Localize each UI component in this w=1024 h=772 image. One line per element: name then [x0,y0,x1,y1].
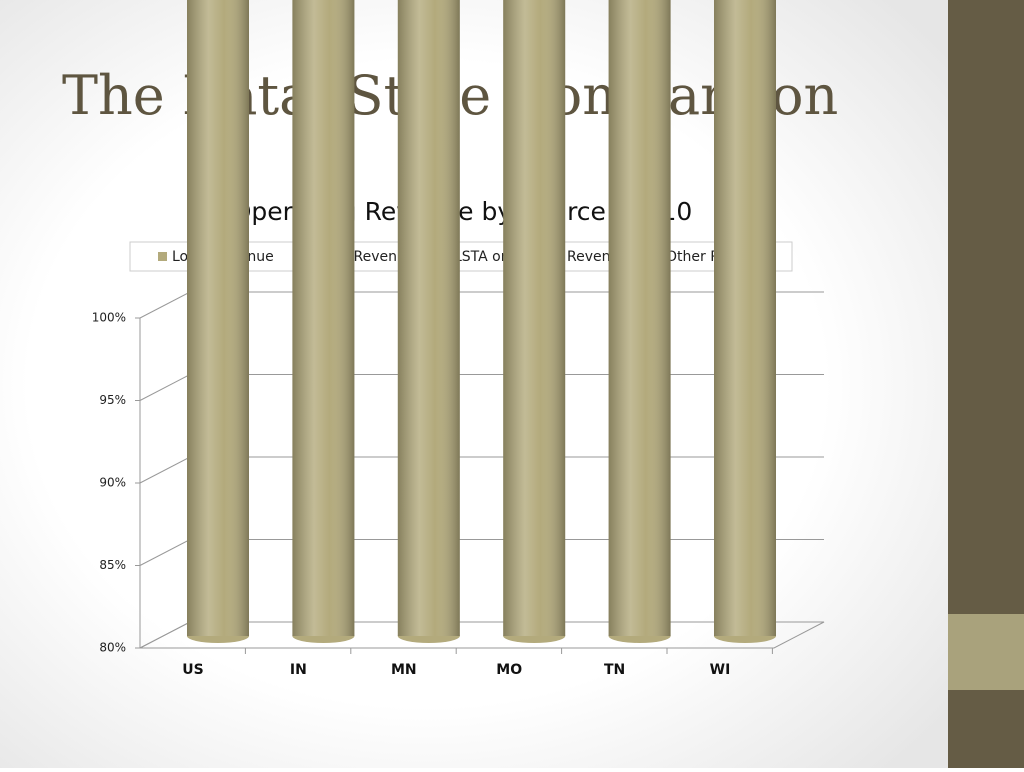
bar-shading [503,0,566,636]
y-tick-label: 95% [99,393,126,407]
x-tick-label: US [182,662,203,678]
bar-shading [714,0,776,636]
y-tick-label: 80% [99,641,126,655]
x-tick-label: MN [391,662,417,678]
x-tick-label: TN [604,662,625,678]
bar-shading [292,0,355,636]
x-tick-label: MO [496,662,522,678]
bar-shading [397,0,460,636]
x-tick-label: WI [710,662,731,678]
x-tick-label: IN [290,662,307,678]
legend-swatch [158,252,167,261]
y-tick-label: 85% [99,558,126,572]
y-tick-label: 100% [92,311,126,325]
bar-shading [187,0,249,636]
y-tick-label: 90% [99,476,126,490]
bar-shading [608,0,671,636]
side-block [948,614,1024,690]
